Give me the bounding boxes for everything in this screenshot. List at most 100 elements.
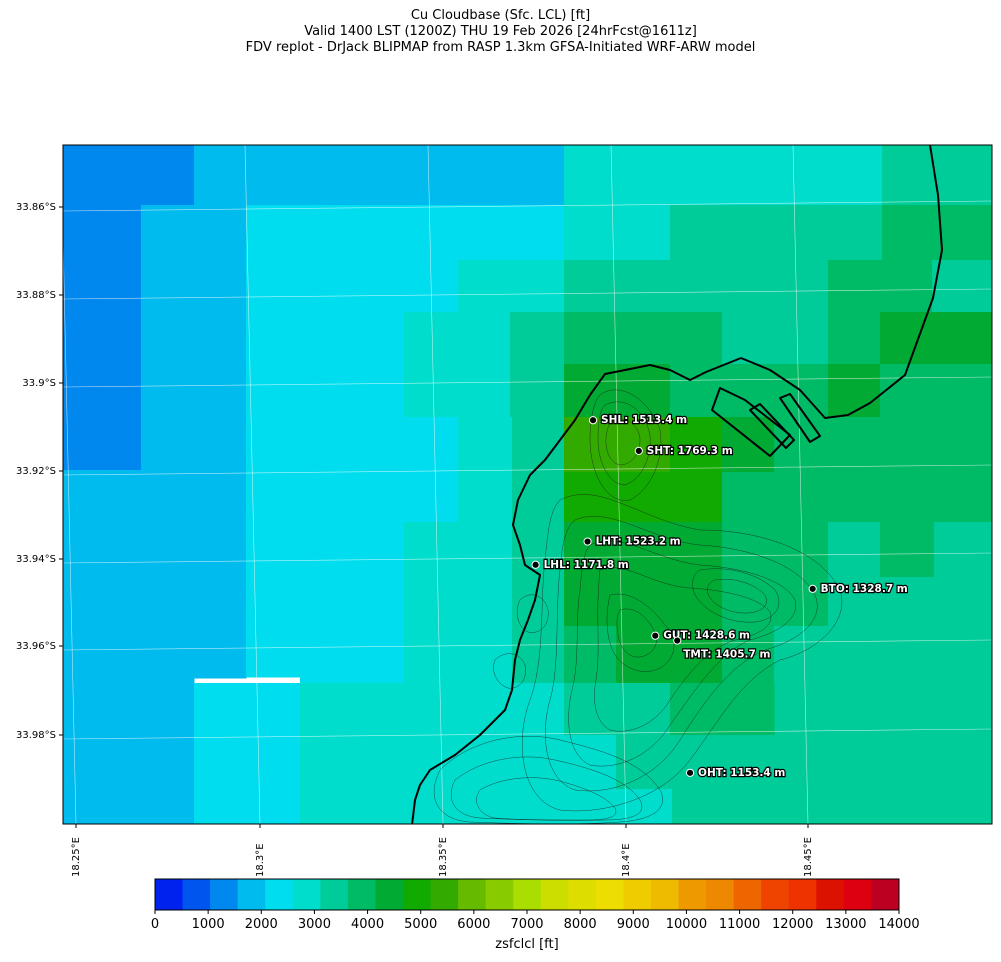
colorbar xyxy=(154,878,900,914)
colorbar-swatch xyxy=(843,879,872,910)
station-marker xyxy=(588,416,598,425)
station-tmt: TMT: 1405.7 m xyxy=(673,636,772,662)
lon-tick-label: 18.4°E xyxy=(621,843,632,877)
graticule xyxy=(63,145,992,824)
colorbar-tick-label: 0 xyxy=(150,917,160,932)
axis-ticks xyxy=(59,206,809,828)
colorbar-swatch xyxy=(458,879,487,910)
latitude-gridline xyxy=(63,376,992,388)
field-cell xyxy=(458,735,617,824)
field-cell xyxy=(670,417,723,523)
field-cell xyxy=(564,522,671,627)
colorbar-swatch xyxy=(761,879,790,910)
station-marker xyxy=(673,636,682,645)
map-title: Cu Cloudbase (Sfc. LCL) [ft] xyxy=(410,8,591,23)
field-cell xyxy=(616,735,775,790)
field-cell xyxy=(404,312,511,418)
field-cell xyxy=(512,626,565,684)
station-marker xyxy=(651,631,660,640)
colorbar-swatch xyxy=(375,879,404,910)
field-cell xyxy=(616,626,723,684)
colorbar-tick-label: 9000 xyxy=(616,917,650,932)
field-cell xyxy=(932,260,992,313)
colorbar-swatch xyxy=(320,879,349,910)
longitude-gridline xyxy=(792,145,809,824)
station-label: TMT: 1405.7 m xyxy=(683,649,770,661)
station-oht: OHT: 1153.4 m xyxy=(685,766,787,780)
colorbar-swatch xyxy=(733,879,762,910)
field-cell xyxy=(246,205,405,261)
field-cell xyxy=(510,312,565,418)
latitude-gridline xyxy=(63,200,992,212)
plot-frame xyxy=(62,144,993,825)
colorbar-swatch xyxy=(678,879,707,910)
station-lhl: LHL: 1171.8 m xyxy=(531,558,630,572)
colorbar-swatch xyxy=(292,879,321,910)
station-label: SHL: 1513.4 m xyxy=(601,414,687,426)
field-cell xyxy=(670,683,775,736)
lat-tick-label: 33.92°S xyxy=(16,466,56,477)
colorbar-swatch xyxy=(595,879,624,910)
field-cell xyxy=(458,260,565,313)
station-marker xyxy=(685,768,695,777)
colorbar-swatch xyxy=(155,879,184,910)
lon-tick-label: 18.35°E xyxy=(438,837,449,877)
station-markers: SHL: 1513.4 m SHT: 1769.3 m LHT: 1523.2 m L… xyxy=(531,413,909,780)
lon-tick-label: 18.25°E xyxy=(71,837,82,877)
field-cell xyxy=(616,789,673,824)
lat-tick-label: 33.86°S xyxy=(16,202,56,213)
field-cell xyxy=(564,205,671,261)
longitude-gridline xyxy=(427,145,444,824)
field-cell xyxy=(246,260,459,313)
field-cell xyxy=(934,522,992,824)
field-cell xyxy=(300,683,459,824)
map-subtitle-source: FDV replot - DrJack BLIPMAP from RASP 1.… xyxy=(245,40,756,55)
colorbar-tick-label: 11000 xyxy=(718,917,761,932)
station-marker xyxy=(634,446,643,455)
colorbar-tick-label: 4000 xyxy=(351,917,385,932)
lon-tick-label: 18.3°E xyxy=(255,843,266,877)
colorbar-tick-label: 3000 xyxy=(297,917,331,932)
field-cell xyxy=(63,205,142,471)
field-cell xyxy=(512,145,565,206)
field-cell xyxy=(882,145,992,206)
field-cell xyxy=(722,626,775,684)
colorbar-swatch xyxy=(540,879,569,910)
field-cell xyxy=(880,522,935,578)
field-cell xyxy=(828,522,881,627)
colorbar-swatch xyxy=(182,879,211,910)
field-cell xyxy=(828,312,881,365)
field-cell xyxy=(404,522,513,627)
field-cell xyxy=(722,312,829,365)
field-cell xyxy=(564,626,617,684)
lon-tick-label: 18.45°E xyxy=(803,837,814,877)
field-cell xyxy=(882,205,992,261)
colorbar-tick-label: 1000 xyxy=(191,917,225,932)
station-marker xyxy=(531,560,540,569)
lat-tick-label: 33.88°S xyxy=(16,290,56,301)
station-bto: BTO: 1328.7 m xyxy=(808,582,909,596)
longitude-gridline xyxy=(244,145,261,824)
latitude-gridline xyxy=(63,728,992,740)
field-cell xyxy=(194,683,301,824)
field-cell xyxy=(458,417,513,523)
colorbar-swatch xyxy=(816,879,845,910)
field-cell xyxy=(246,312,405,418)
coastline xyxy=(411,145,943,824)
colorbar-swatch xyxy=(568,879,597,910)
colorbar-swatch xyxy=(485,879,514,910)
colorbar-tick-label: 8000 xyxy=(563,917,597,932)
latitude-gridline xyxy=(63,639,992,651)
station-gut: GUT: 1428.6 m xyxy=(651,629,751,643)
colorbar-tick-label: 12000 xyxy=(772,917,814,932)
field-cell xyxy=(828,260,933,313)
lat-tick-label: 33.96°S xyxy=(16,641,56,652)
field-cell xyxy=(63,145,195,206)
station-marker xyxy=(583,537,592,546)
field-cell xyxy=(880,417,992,526)
field-cell xyxy=(564,472,671,523)
colorbar-swatch xyxy=(403,879,432,910)
field-cell xyxy=(564,683,671,736)
field-cell xyxy=(458,145,513,206)
latitude-gridline xyxy=(63,464,992,476)
